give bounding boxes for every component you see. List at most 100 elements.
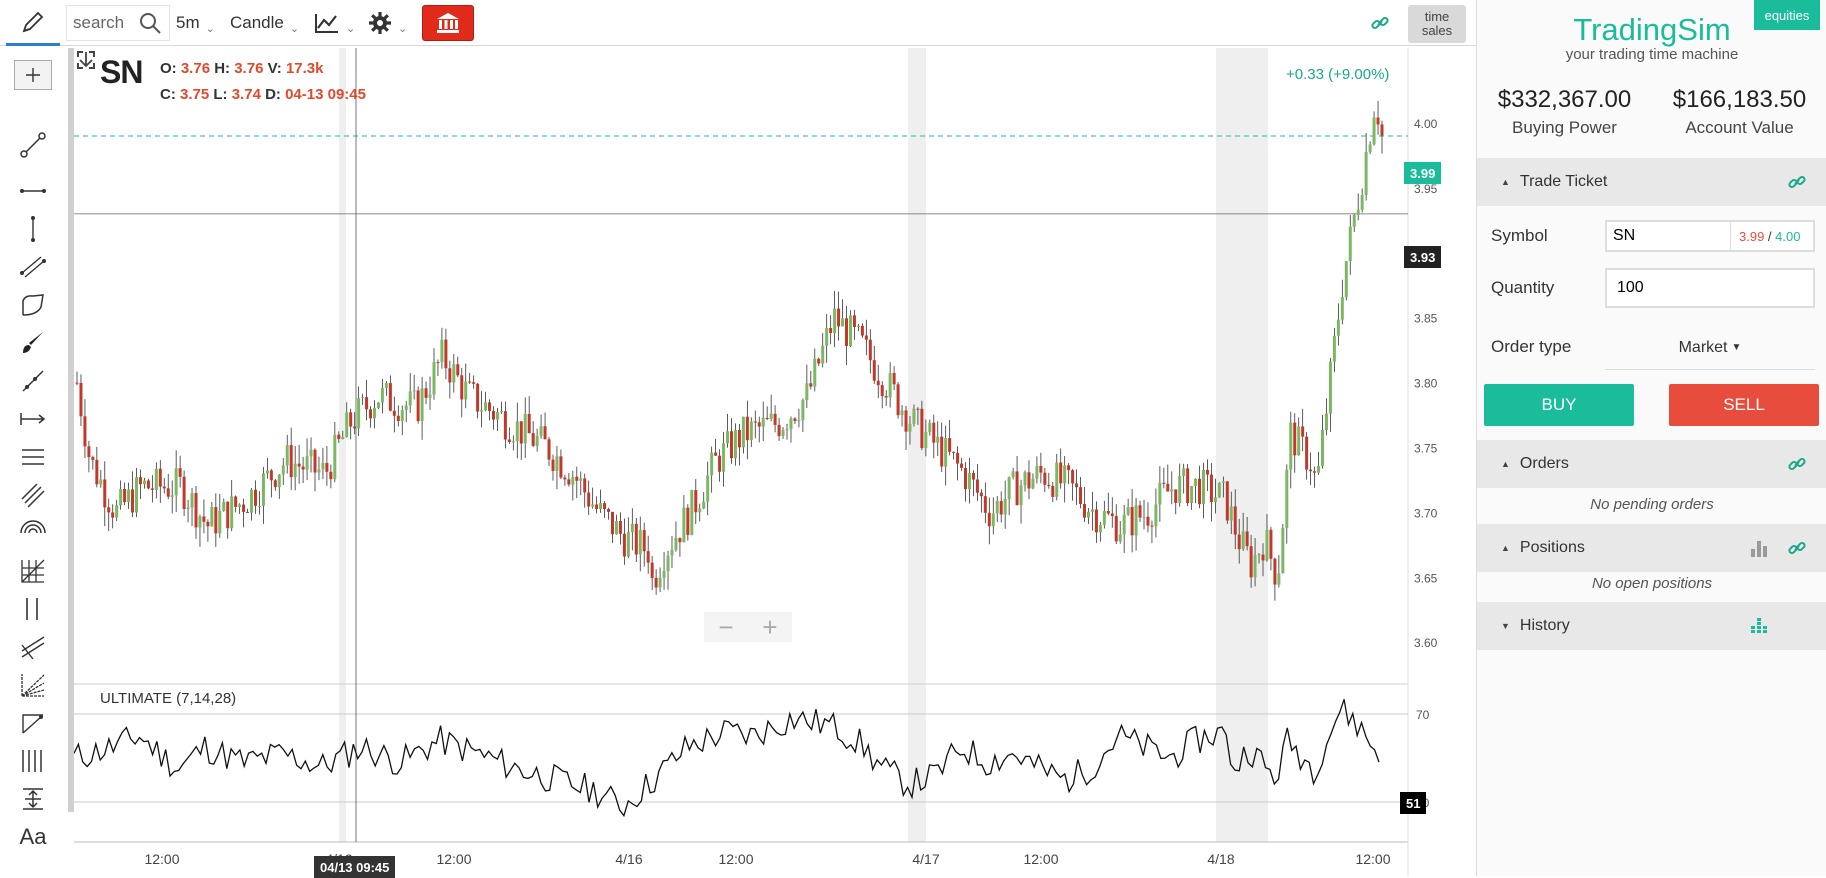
candle-body [785,429,789,431]
positions-header[interactable]: ▲ Positions [1477,524,1826,572]
equities-tag[interactable]: equities [1754,0,1820,30]
candle-body [674,537,678,550]
zoom-in-button[interactable]: + [762,611,778,642]
candle-body [242,504,246,512]
candle-body [1126,507,1130,515]
candle-body [642,530,646,552]
trendline-tool[interactable] [14,130,52,160]
close-value: 3.75 [180,86,210,103]
candle-body [1138,505,1142,518]
candle-body [158,468,162,487]
chart-type-selector[interactable]: Candle ⌄ [230,0,299,46]
candle-body [392,410,396,416]
candle-body [1205,469,1209,475]
candle-body [246,511,250,513]
candle-body [1071,470,1075,484]
time-sales-button[interactable]: time sales [1408,5,1466,43]
text-tool[interactable]: Aa [14,822,52,852]
angle-tool[interactable] [14,708,52,738]
horizontal-segment-tool[interactable] [14,176,52,206]
candle-body [277,474,281,488]
vertical-lines-tool[interactable] [14,594,52,624]
search-placeholder: search [73,13,125,32]
brand: TradingSim your trading time machine [1477,12,1826,63]
symbol-search-box[interactable]: search [66,5,170,41]
candle-body [103,479,107,508]
search-icon[interactable] [138,11,162,35]
quantity-input[interactable] [1605,268,1815,308]
fib-arc-tool[interactable] [14,518,52,548]
trade-ticket-header[interactable]: ▲ Trade Ticket [1477,158,1826,206]
parallel-channel-tool[interactable] [14,480,52,510]
fullscreen-icon[interactable] [74,48,98,72]
brush-tool[interactable] [14,328,52,358]
interval-selector[interactable]: 5m ⌄ [176,0,215,46]
candle-body [214,507,218,534]
candle-body [460,375,464,400]
measure-tool[interactable] [14,404,52,434]
buy-button[interactable]: BUY [1484,384,1634,426]
bid-ask-separator: / [1764,228,1776,244]
candle-body [297,463,301,467]
history-header[interactable]: ▼ History [1477,602,1826,650]
link-icon[interactable] [1787,172,1807,192]
orders-header[interactable]: ▲ Orders [1477,440,1826,488]
candle-body [856,325,860,328]
account-value: $166,183.50 Account Value [1652,86,1826,138]
draw-tools-button[interactable] [6,0,60,46]
link-button[interactable] [1370,0,1390,46]
price-tick-label: 3.70 [1414,506,1438,520]
price-chart[interactable]: 4.003.953.903.853.803.753.703.653.607030… [74,48,1474,878]
order-type-select[interactable]: Market ▼ [1605,326,1815,370]
candle-body [170,495,174,497]
candle-body [1083,503,1087,518]
candle-body [166,488,170,497]
vertical-segment-tool[interactable] [14,214,52,244]
candle-body [797,420,801,422]
brush-icon [23,332,43,353]
bank-button[interactable] [422,5,474,41]
candle-body [202,516,206,522]
horizontal-lines-tool[interactable] [14,442,52,472]
gann-box-tool[interactable] [14,556,52,586]
link-icon [1371,16,1389,30]
pitchfork-tool[interactable] [14,632,52,662]
arrow-down-icon[interactable] [74,48,98,72]
link-icon[interactable] [1787,538,1807,558]
fib-fan-tool[interactable] [14,670,52,700]
candle-body [1257,554,1261,556]
chevron-down-icon: ⌄ [346,22,356,35]
fib-arc-icon [20,520,46,534]
candle-body [1079,487,1083,504]
time-cycles-tool[interactable] [14,746,52,776]
candle-body [539,426,543,437]
candle-body [527,413,531,434]
bar-chart-icon[interactable] [1749,538,1769,558]
channel-tool[interactable] [14,252,52,282]
candle-body [583,478,587,493]
histogram-icon[interactable] [1749,616,1769,636]
symbol-input[interactable] [1607,222,1731,250]
ray-tool[interactable] [14,366,52,396]
candle-body [301,466,305,470]
candle-body [1130,507,1134,536]
candle-body [837,308,841,327]
candle-body [190,493,194,508]
studies-button[interactable]: ⌄ [314,0,355,46]
order-type-label: Order type [1491,337,1572,356]
price-range-tool[interactable] [14,784,52,814]
volume-label: V: [267,60,282,77]
candle-body [662,571,666,578]
session-band [1216,48,1268,842]
settings-button[interactable]: ⌄ [368,0,407,46]
zoom-out-button[interactable]: − [718,611,734,642]
ohlc-row-2: C: 3.75 L: 3.74 D: 04-13 09:45 [160,86,366,103]
crosshair-tool[interactable] [14,60,52,90]
buying-power-label: Buying Power [1512,118,1617,137]
shape-tool[interactable] [14,290,52,320]
link-icon[interactable] [1787,454,1807,474]
indicator-label[interactable]: ULTIMATE (7,14,28) [100,690,237,707]
candle-body [1301,426,1305,437]
sell-button[interactable]: SELL [1669,384,1819,426]
tools-scrollbar[interactable] [68,48,74,812]
